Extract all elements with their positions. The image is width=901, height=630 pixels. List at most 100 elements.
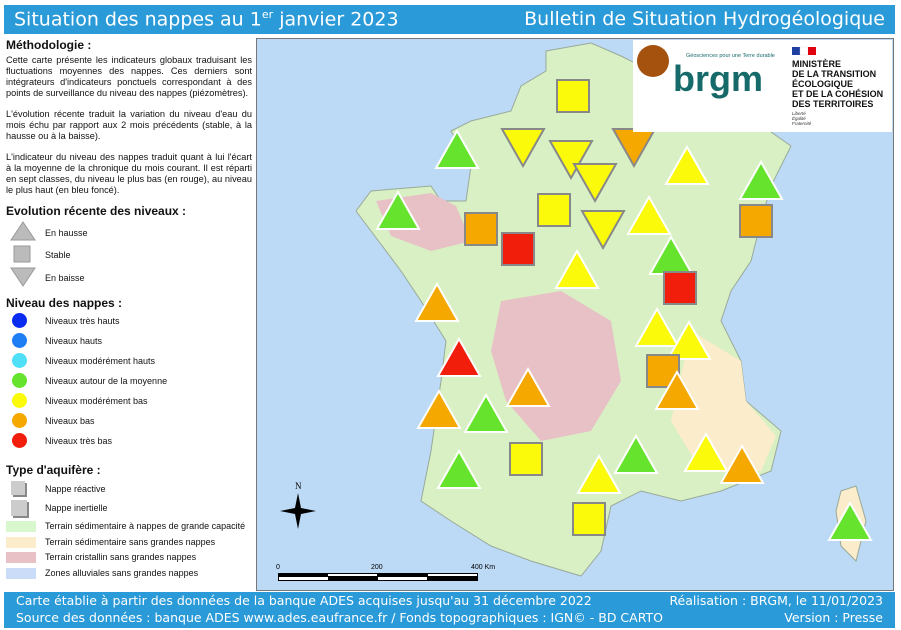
reactive-icon: [11, 481, 25, 495]
marker-up-green[interactable]: [463, 392, 509, 433]
level-dot-icon: [12, 353, 27, 368]
terrain-swatch: [6, 552, 36, 563]
legend-terrain: Terrain sédimentaire sans grandes nappes: [45, 536, 216, 547]
marker-up-green[interactable]: [738, 159, 784, 200]
marker-up-yellow[interactable]: [666, 319, 712, 360]
level-dot-icon: [12, 433, 27, 448]
methodology: Méthodologie : Cette carte présente les …: [6, 38, 252, 206]
marker-square-orange[interactable]: [464, 212, 498, 246]
marker-down-yellow[interactable]: [580, 210, 626, 251]
marker-up-yellow[interactable]: [683, 431, 729, 472]
marker-square-red[interactable]: [501, 232, 535, 266]
bulletin-title: Bulletin de Situation Hydrogéologique: [524, 8, 885, 30]
marker-up-green[interactable]: [827, 500, 873, 541]
legend-level: Niveaux très hauts: [45, 316, 120, 326]
terrain-swatch: [6, 521, 36, 532]
svg-text:Liberté: Liberté: [792, 111, 806, 116]
marker-down-yellow[interactable]: [500, 128, 546, 169]
level-dot-icon: [12, 333, 27, 348]
legend-baisse: En baisse: [45, 273, 85, 283]
legend-reactive: Nappe réactive: [45, 484, 106, 494]
level-dot-icon: [12, 413, 27, 428]
map[interactable]: N 0 200 400 Km brgm Géosciences pour une…: [256, 38, 894, 591]
footer-line2: Source des données : banque ADES www.ade…: [16, 610, 663, 625]
marker-up-green[interactable]: [436, 448, 482, 489]
brgm-logo-icon: [637, 45, 669, 77]
page-title: Situation des nappes au 1er janvier 2023: [14, 8, 399, 30]
footer-realisation: Réalisation : BRGM, le 11/01/2023: [669, 593, 883, 608]
marker-down-yellow[interactable]: [572, 163, 618, 204]
svg-text:ÉCOLOGIQUE: ÉCOLOGIQUE: [792, 79, 853, 89]
legend-stable: Stable: [45, 250, 71, 260]
marker-down-yellow[interactable]: [548, 140, 594, 181]
marker-up-red[interactable]: [436, 336, 482, 377]
north-label: N: [295, 481, 302, 491]
legend-level: Niveaux hauts: [45, 336, 103, 346]
svg-text:ET DE LA COHÉSION: ET DE LA COHÉSION: [792, 89, 883, 99]
marker-up-yellow[interactable]: [634, 306, 680, 347]
evolution-icons: [10, 221, 36, 287]
methodology-title: Méthodologie :: [6, 38, 92, 52]
methodology-p3: L'indicateur du niveau des nappes tradui…: [6, 152, 252, 195]
legend-level: Niveaux modérément bas: [45, 396, 148, 406]
marker-square-yellow[interactable]: [537, 193, 571, 227]
svg-text:Fraternité: Fraternité: [792, 121, 812, 126]
levels-title: Niveau des nappes :: [6, 296, 123, 310]
title-suffix: janvier 2023: [273, 8, 399, 31]
footer-line1: Carte établie à partir des données de la…: [16, 593, 592, 608]
triangle-up-icon: [10, 221, 36, 241]
level-dot-icon: [12, 313, 27, 328]
scale-200: 200: [371, 564, 383, 571]
legend-terrain: Zones alluviales sans grandes nappes: [45, 567, 199, 578]
aquifer-title: Type d'aquifère :: [6, 463, 101, 477]
marker-up-orange[interactable]: [505, 366, 551, 407]
legend-hausse: En hausse: [45, 228, 88, 238]
legend-inertial: Nappe inertielle: [45, 503, 108, 513]
marker-square-yellow[interactable]: [572, 502, 606, 536]
marker-up-orange[interactable]: [719, 443, 765, 484]
marker-up-yellow[interactable]: [664, 144, 710, 185]
marker-square-orange[interactable]: [739, 204, 773, 238]
legend-level: Niveaux autour de la moyenne: [45, 376, 168, 386]
level-dot-icon: [12, 393, 27, 408]
title-prefix: Situation des nappes au 1: [14, 8, 262, 31]
svg-text:DE LA TRANSITION: DE LA TRANSITION: [792, 69, 876, 79]
scale-0: 0: [276, 564, 280, 571]
footer-version: Version : Presse: [784, 610, 883, 625]
marker-up-orange[interactable]: [414, 281, 460, 322]
terrain-swatch: [6, 536, 36, 548]
evolution-title: Evolution récente des niveaux :: [6, 204, 187, 218]
marker-up-orange[interactable]: [416, 388, 462, 429]
scale-400: 400 Km: [471, 564, 495, 571]
legend-level: Niveaux modérément hauts: [45, 356, 156, 366]
svg-text:MINISTÈRE: MINISTÈRE: [792, 59, 841, 69]
legend-terrain: Terrain sédimentaire à nappes de grande …: [45, 521, 246, 531]
compass-rose: N: [280, 481, 316, 529]
sedimentary-alps: [671, 331, 776, 471]
brgm-logo: brgm: [673, 58, 763, 99]
header-bar: Situation des nappes au 1er janvier 2023…: [4, 5, 895, 34]
marker-up-yellow[interactable]: [626, 194, 672, 235]
legend-level: Niveaux très bas: [45, 436, 113, 446]
methodology-p1: Cette carte présente les indicateurs glo…: [6, 55, 252, 98]
marker-up-green[interactable]: [434, 128, 480, 169]
terrain-swatch: [6, 567, 36, 579]
title-sup: er: [261, 8, 274, 21]
marker-up-yellow[interactable]: [554, 248, 600, 289]
level-dot-icon: [12, 373, 27, 388]
marker-square-red[interactable]: [663, 271, 697, 305]
footer: Carte établie à partir des données de la…: [4, 592, 895, 628]
logo-panel: [633, 40, 892, 132]
marker-up-orange[interactable]: [654, 369, 700, 410]
marker-up-green[interactable]: [613, 433, 659, 474]
methodology-p2: L'évolution récente traduit la variation…: [6, 109, 252, 141]
svg-text:Égalité: Égalité: [792, 115, 806, 121]
marker-square-yellow[interactable]: [556, 79, 590, 113]
marker-up-yellow[interactable]: [576, 453, 622, 494]
marker-square-yellow[interactable]: [509, 442, 543, 476]
brgm-tagline: Géosciences pour une Terre durable: [686, 53, 775, 59]
legend-terrain: Terrain cristallin sans grandes nappes: [45, 552, 197, 562]
legend-level: Niveaux bas: [45, 416, 95, 426]
marker-up-green[interactable]: [375, 189, 421, 230]
